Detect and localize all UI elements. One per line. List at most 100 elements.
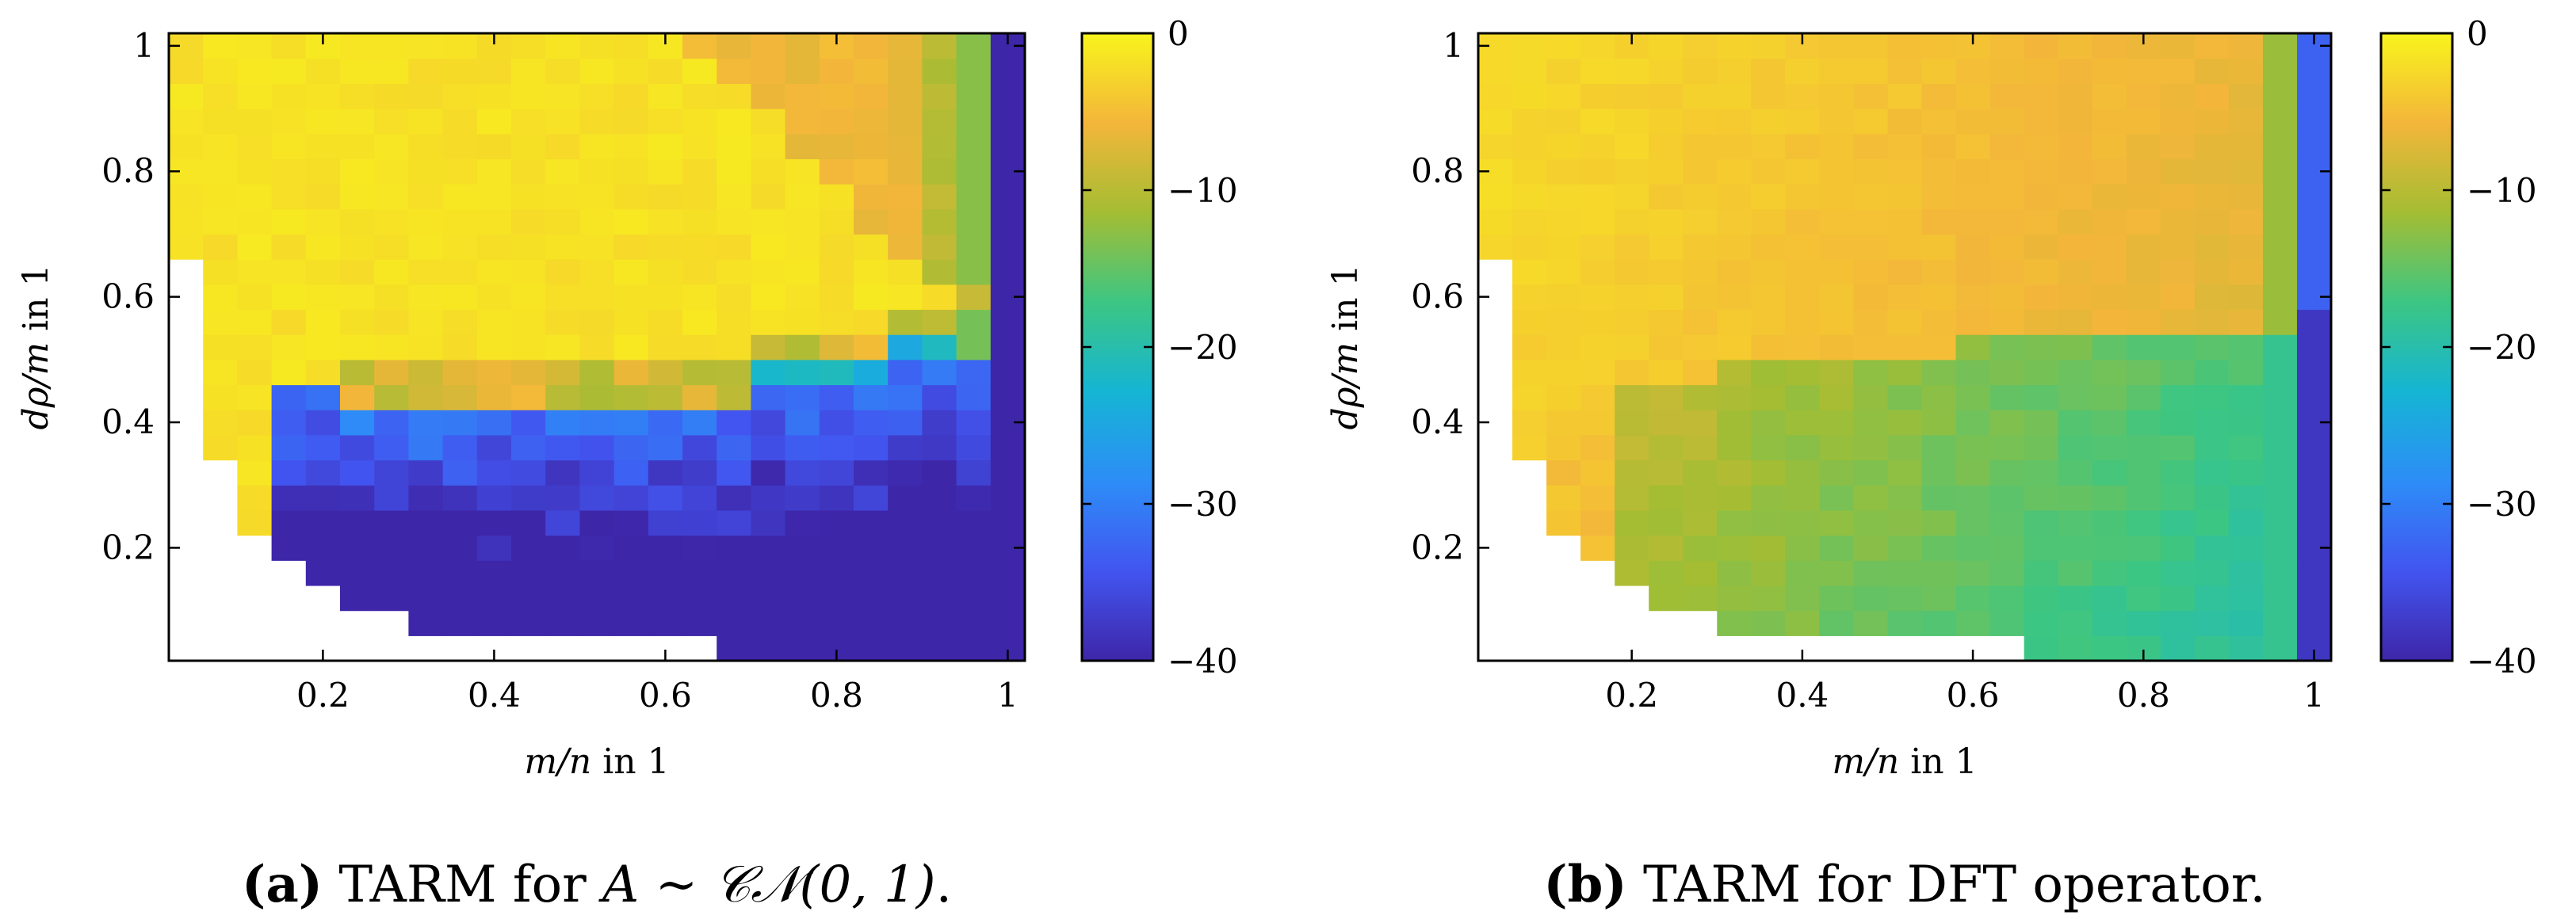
- heatmap-cell: [2228, 158, 2264, 185]
- heatmap-cell: [2058, 208, 2093, 235]
- heatmap-cell: [476, 109, 512, 135]
- heatmap-cell: [442, 434, 478, 461]
- heatmap-cell: [1615, 158, 1649, 185]
- heatmap-cell: [717, 635, 751, 661]
- heatmap-cell: [1887, 309, 1923, 335]
- heatmap-cell: [2262, 83, 2298, 109]
- heatmap-cell: [2194, 33, 2230, 59]
- heatmap-cell: [819, 309, 854, 335]
- heatmap-cell: [854, 560, 889, 586]
- heatmap-cell: [1649, 410, 1684, 436]
- heatmap-cell: [1785, 410, 1820, 436]
- heatmap-cell: [854, 309, 889, 335]
- heatmap-cell: [1989, 58, 2025, 84]
- heatmap-cell: [2160, 133, 2196, 159]
- heatmap-cell: [2194, 184, 2230, 210]
- heatmap-cell: [1989, 560, 2025, 586]
- heatmap-cell: [1785, 384, 1820, 410]
- heatmap-cell: [305, 158, 341, 185]
- heatmap-cell: [1989, 309, 2025, 335]
- heatmap-cell: [2228, 184, 2264, 210]
- xlabel-a: m/n in 1: [524, 742, 669, 782]
- heatmap-cell: [511, 33, 546, 59]
- heatmap-cell: [2194, 109, 2230, 135]
- heatmap-cell: [1955, 359, 1991, 386]
- heatmap-cell: [545, 585, 580, 612]
- heatmap-cell: [1649, 259, 1684, 285]
- heatmap-cell: [1819, 133, 1855, 159]
- heatmap-cell: [2194, 509, 2230, 536]
- heatmap-cell: [1751, 509, 1786, 536]
- heatmap-cell: [648, 459, 683, 486]
- heatmap-cell: [2058, 234, 2093, 260]
- heatmap-cell: [888, 33, 923, 59]
- heatmap-cell: [1512, 434, 1547, 461]
- heatmap-cell: [854, 535, 889, 561]
- heatmap-cell: [2228, 459, 2264, 486]
- heatmap-cell: [2024, 259, 2059, 285]
- heatmap-cell: [2024, 535, 2059, 561]
- heatmap-cell: [271, 184, 307, 210]
- heatmap-cell: [1853, 33, 1889, 59]
- heatmap-cell: [374, 359, 409, 386]
- heatmap-cell: [717, 133, 751, 159]
- heatmap-cell: [956, 133, 992, 159]
- heatmap-cell: [1751, 109, 1786, 135]
- heatmap-cell: [751, 259, 786, 285]
- heatmap-cell: [237, 158, 273, 185]
- heatmap-cell: [374, 485, 409, 511]
- heatmap-cell: [2160, 610, 2196, 636]
- heatmap-cell: [956, 334, 992, 360]
- heatmap-cell: [1546, 58, 1581, 84]
- heatmap-cell: [476, 359, 512, 386]
- heatmap-cell: [1955, 259, 1991, 285]
- heatmap-cell: [511, 158, 546, 185]
- heatmap-cell: [717, 535, 751, 561]
- heatmap-cell: [1989, 509, 2025, 536]
- heatmap-cell: [305, 434, 341, 461]
- heatmap-cell: [2194, 58, 2230, 84]
- heatmap-cell: [374, 208, 409, 235]
- heatmap-cell: [1717, 284, 1752, 311]
- heatmap-cell: [1751, 234, 1786, 260]
- heatmap-cell: [2058, 384, 2093, 410]
- heatmap-cell: [476, 184, 512, 210]
- heatmap-cell: [1512, 384, 1547, 410]
- heatmap-cell: [305, 410, 341, 436]
- heatmap-cell: [2126, 560, 2161, 586]
- heatmap-cell: [682, 284, 717, 311]
- heatmap-cell: [956, 184, 992, 210]
- heatmap-cell: [785, 434, 820, 461]
- heatmap-cell: [2092, 33, 2127, 59]
- heatmap-cell: [1546, 309, 1581, 335]
- heatmap-cell: [2262, 158, 2298, 185]
- heatmap-cell: [2228, 560, 2264, 586]
- heatmap-cell: [1683, 83, 1718, 109]
- heatmap-cell: [1649, 58, 1684, 84]
- heatmap-cell: [2228, 585, 2264, 612]
- heatmap-cell: [1546, 410, 1581, 436]
- heatmap-cell: [888, 58, 923, 84]
- heatmap-cell: [511, 259, 546, 285]
- heatmap-cell: [888, 259, 923, 285]
- heatmap-cell: [305, 109, 341, 135]
- heatmap-cell: [340, 560, 375, 586]
- heatmap-cell: [2228, 509, 2264, 536]
- heatmap-cell: [1853, 334, 1889, 360]
- heatmap-cell: [374, 459, 409, 486]
- heatmap-cell: [2024, 610, 2059, 636]
- heatmap-cell: [2262, 434, 2298, 461]
- heatmap-cell: [751, 158, 786, 185]
- heatmap-cell: [1580, 309, 1615, 335]
- heatmap-cell: [271, 334, 307, 360]
- heatmap-cell: [2262, 635, 2298, 661]
- heatmap-cell: [2024, 485, 2059, 511]
- heatmap-cell: [442, 585, 478, 612]
- heatmap-cell: [2126, 359, 2161, 386]
- heatmap-cell: [682, 334, 717, 360]
- heatmap-cell: [2262, 58, 2298, 84]
- heatmap-cell: [819, 509, 854, 536]
- heatmap-cell: [1955, 109, 1991, 135]
- heatmap-cell: [1887, 585, 1923, 612]
- heatmap-cell: [1683, 359, 1718, 386]
